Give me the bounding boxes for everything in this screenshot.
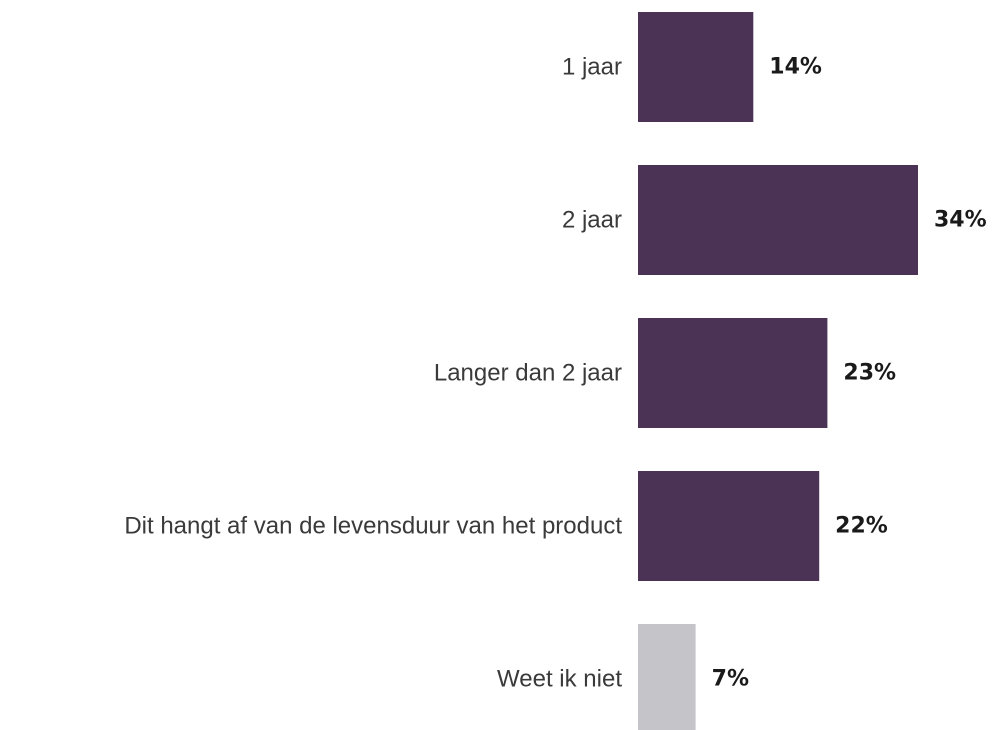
category-label-1: 1 jaar <box>562 54 622 81</box>
value-label-5: 7% <box>712 667 749 692</box>
category-label-4: Dit hangt af van de levensduur van het p… <box>124 513 622 540</box>
bar-2 <box>638 165 918 275</box>
category-label-3: Langer dan 2 jaar <box>434 360 622 387</box>
bar-1 <box>638 12 754 122</box>
category-label-5: Weet ik niet <box>497 666 622 693</box>
value-label-4: 22% <box>835 514 888 539</box>
value-label-1: 14% <box>769 55 822 80</box>
value-label-2: 34% <box>934 208 987 233</box>
category-labels-group: 1 jaar 2 jaar Langer dan 2 jaar Dit hangt a… <box>124 54 622 693</box>
value-label-3: 23% <box>843 361 896 386</box>
bar-4 <box>638 471 820 581</box>
value-labels-group: 14% 34% 23% 22% 7% <box>712 55 987 692</box>
bar-3 <box>638 318 828 428</box>
category-label-2: 2 jaar <box>562 207 622 234</box>
bar-5 <box>638 624 696 730</box>
bars-group <box>638 12 918 730</box>
